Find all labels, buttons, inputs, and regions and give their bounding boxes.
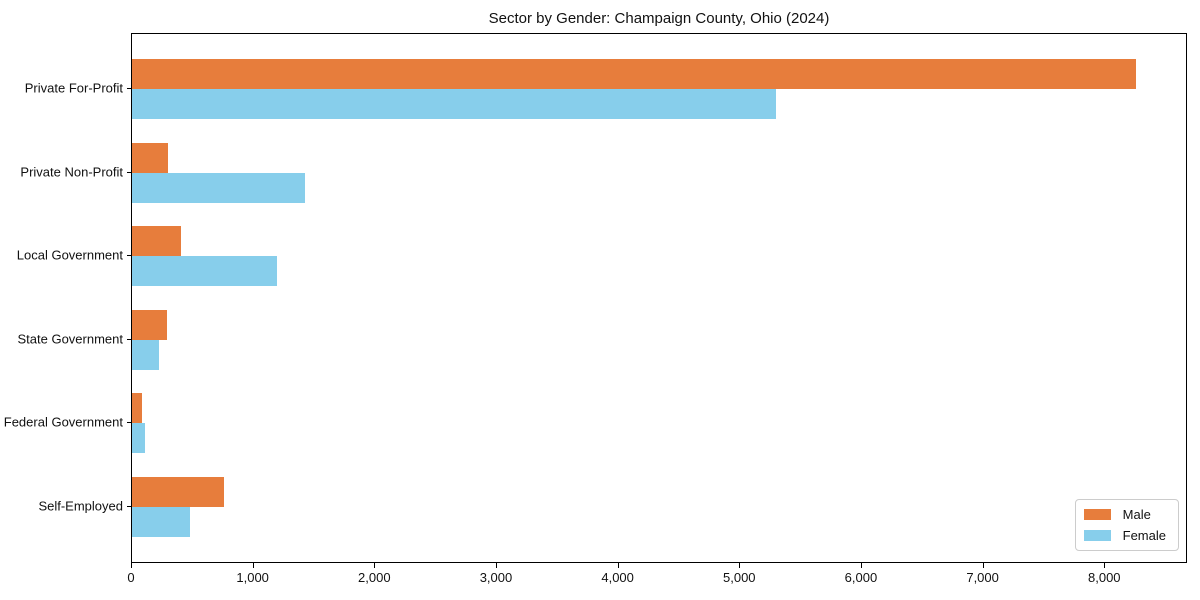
x-tick-label: 5,000 (723, 570, 756, 585)
bar-male (132, 59, 1136, 89)
x-tick-mark (252, 563, 254, 568)
x-tick-label: 2,000 (358, 570, 391, 585)
bar-female (132, 89, 776, 119)
y-tick-label: State Government (17, 331, 124, 347)
y-tick-label: Self-Employed (38, 498, 123, 514)
y-tick-label: Local Government (16, 247, 123, 263)
bar-female (132, 172, 305, 203)
x-tick-mark (982, 563, 984, 568)
x-tick-label: 8,000 (1087, 570, 1121, 585)
y-tick-mark (127, 255, 131, 257)
y-tick-mark (127, 506, 131, 507)
y-tick-mark (127, 338, 131, 340)
x-tick-mark (739, 563, 741, 568)
x-tick-mark (374, 563, 376, 568)
y-tick-label: Private For-Profit (24, 80, 123, 96)
chart-title: Sector by Gender: Champaign County, Ohio… (488, 10, 830, 27)
x-tick-label: 7,000 (966, 570, 999, 585)
x-tick-mark (131, 563, 132, 568)
plot-area: Male Female (131, 33, 1187, 563)
x-tick-mark (495, 563, 497, 568)
y-tick-mark (127, 422, 131, 424)
x-tick-mark (860, 563, 862, 568)
x-tick-label: 1,000 (236, 570, 269, 585)
legend-label: Female (1122, 528, 1166, 543)
bar-female (132, 339, 159, 370)
y-tick-label: Federal Government (3, 414, 123, 430)
x-tick-label: 6,000 (844, 570, 878, 585)
y-tick-label: Private Non-Profit (20, 164, 123, 180)
bar-male (132, 142, 169, 173)
legend-swatch-icon (1083, 530, 1111, 541)
legend-label: Male (1122, 507, 1151, 522)
y-tick-mark (127, 171, 131, 173)
bar-male (132, 309, 168, 340)
x-tick-label: 0 (127, 570, 135, 585)
x-tick-mark (617, 563, 619, 568)
y-tick-mark (127, 88, 131, 89)
bar-male (132, 477, 225, 507)
bar-female (132, 507, 191, 537)
bar-female (132, 423, 146, 454)
bar-male (132, 226, 181, 257)
bar-male (132, 393, 142, 424)
legend-swatch-icon (1083, 509, 1111, 520)
x-tick-label: 3,000 (479, 570, 513, 585)
x-tick-label: 4,000 (601, 570, 634, 585)
legend-row: Female (1083, 528, 1166, 543)
x-tick-mark (1104, 563, 1106, 568)
legend: Male Female (1074, 499, 1179, 551)
bar-female (132, 256, 277, 287)
legend-row: Male (1083, 507, 1166, 522)
